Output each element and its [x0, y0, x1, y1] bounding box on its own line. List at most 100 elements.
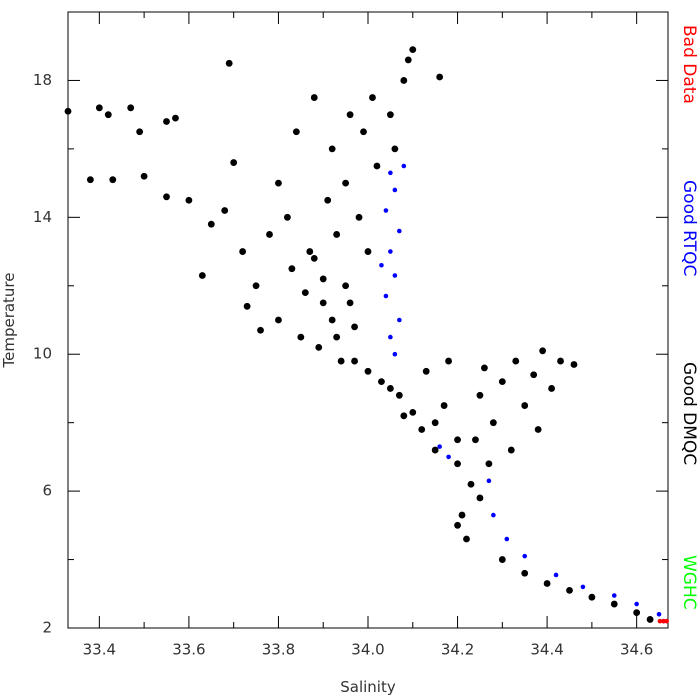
data-point	[522, 553, 528, 559]
y-tick-label: 14	[33, 208, 52, 226]
data-point	[409, 409, 417, 416]
data-point	[230, 159, 238, 166]
data-point	[400, 77, 408, 84]
data-point	[225, 59, 233, 67]
data-point	[498, 378, 506, 385]
data-point	[657, 618, 663, 624]
data-point	[476, 494, 484, 502]
legend-entry: Good RTQC	[679, 180, 699, 276]
data-point	[392, 187, 398, 193]
data-point	[440, 402, 448, 409]
x-tick-label: 33.8	[262, 641, 295, 659]
data-point	[431, 419, 439, 427]
data-point	[369, 94, 376, 101]
data-point	[221, 207, 229, 214]
data-point	[275, 316, 282, 324]
data-point	[476, 391, 484, 399]
data-point	[409, 46, 417, 54]
data-point	[392, 273, 398, 278]
data-point	[64, 107, 72, 115]
data-point	[397, 317, 402, 323]
data-point	[588, 593, 596, 601]
data-point	[633, 609, 641, 616]
data-point	[400, 412, 408, 420]
data-point	[364, 248, 372, 255]
data-point	[404, 56, 412, 64]
data-point	[489, 419, 497, 427]
data-point	[266, 231, 273, 238]
data-point	[319, 299, 327, 307]
data-point	[454, 460, 461, 468]
data-point	[379, 262, 384, 268]
data-point	[172, 114, 179, 122]
data-point	[109, 176, 117, 184]
data-point	[342, 179, 350, 187]
data-point	[301, 289, 309, 297]
y-tick-label: 2	[42, 619, 52, 637]
data-point	[351, 357, 358, 365]
data-point	[324, 196, 332, 204]
x-axis-title: Salinity	[340, 678, 396, 696]
data-point	[310, 255, 318, 262]
data-point	[580, 584, 586, 590]
data-point	[436, 73, 444, 81]
data-point	[388, 249, 393, 254]
data-point	[319, 275, 327, 283]
data-point	[257, 326, 264, 334]
y-tick-label: 18	[33, 71, 52, 89]
data-point	[207, 220, 215, 228]
data-point	[346, 299, 354, 307]
data-point	[373, 162, 381, 170]
data-point	[521, 402, 529, 409]
data-point	[333, 333, 341, 341]
data-point	[292, 128, 300, 136]
data-point	[611, 593, 617, 598]
data-point	[198, 272, 206, 279]
plot-frame	[67, 11, 669, 629]
x-tick-label: 34.2	[441, 641, 474, 659]
data-point	[646, 616, 654, 623]
data-point	[378, 378, 385, 385]
x-tick-label: 34.0	[351, 641, 384, 659]
data-point	[454, 436, 461, 444]
data-point	[548, 385, 555, 392]
data-point	[472, 436, 479, 444]
data-point	[553, 572, 559, 578]
y-tick-label: 10	[33, 345, 52, 363]
data-point	[185, 196, 193, 204]
data-point	[95, 104, 103, 112]
data-point	[388, 170, 393, 176]
data-point	[297, 333, 305, 341]
x-tick-label: 33.4	[83, 641, 116, 659]
data-point	[521, 569, 529, 577]
data-point	[284, 213, 291, 221]
data-point	[346, 111, 354, 119]
data-point	[570, 361, 578, 368]
y-tick-label: 6	[42, 482, 52, 500]
data-point	[383, 293, 389, 299]
data-point	[104, 111, 112, 119]
data-point	[163, 193, 170, 201]
data-point	[360, 128, 367, 136]
data-point	[383, 208, 389, 213]
data-point	[337, 357, 345, 365]
data-point	[458, 511, 466, 519]
data-point	[333, 231, 341, 238]
data-point	[386, 111, 394, 119]
data-point	[664, 618, 669, 624]
data-point	[328, 316, 336, 324]
data-point	[481, 364, 488, 372]
legend-entry: WGHC	[679, 555, 699, 610]
data-point	[491, 512, 496, 518]
data-point	[163, 118, 170, 125]
data-point	[239, 248, 247, 255]
data-point	[445, 357, 452, 365]
data-point	[485, 460, 493, 468]
data-point	[437, 444, 442, 449]
data-point	[395, 391, 403, 399]
data-point	[386, 385, 394, 392]
x-tick-label: 34.4	[530, 641, 563, 659]
data-point	[355, 213, 363, 221]
data-point	[310, 94, 318, 101]
data-point	[422, 367, 430, 375]
